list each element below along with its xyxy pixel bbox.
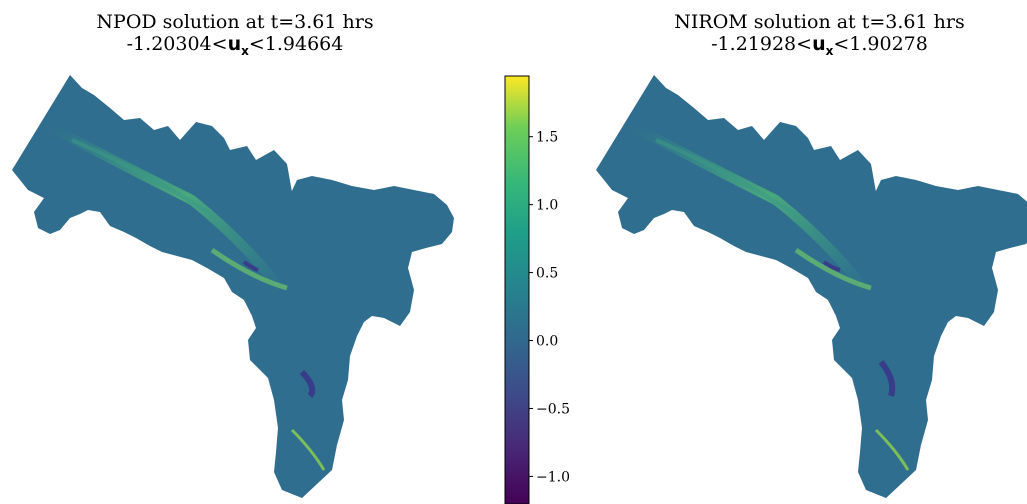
left-range-max: 1.94664 [264, 33, 344, 55]
right-channel-band [655, 138, 798, 217]
right-range-min: -1.21928 [711, 33, 797, 55]
left-channel-band [71, 138, 214, 217]
colorbar-tick-label: 0.5 [536, 266, 558, 282]
colorbar-tick-label: −0.5 [536, 401, 570, 417]
colorbar-ticks: 1.5 1.0 0.5 0.0 −0.5 −1.0 [529, 130, 570, 485]
left-title-line1: NPOD solution at t=3.61 hrs [96, 11, 374, 33]
left-range-min: -1.20304 [126, 33, 212, 55]
right-variable-sub: x [825, 43, 834, 58]
left-outlet-high [290, 428, 326, 471]
colorbar-tick-label: −1.0 [536, 469, 570, 485]
colorbar-gradient [504, 75, 530, 504]
left-plume [210, 247, 288, 291]
colorbar-tick-label: 1.5 [536, 130, 558, 146]
colorbar-tick-label: 1.0 [536, 198, 558, 214]
right-field-plot [596, 75, 1027, 498]
right-plume [794, 247, 872, 291]
right-title-line1: NIROM solution at t=3.61 hrs [674, 11, 965, 33]
right-title-line2: -1.21928<ux<1.90278 [711, 33, 928, 58]
colorbar: 1.5 1.0 0.5 0.0 −0.5 −1.0 [504, 75, 570, 504]
right-low-region [878, 360, 896, 397]
colorbar-tick-label: 0.0 [536, 334, 558, 350]
right-variable: u [812, 33, 826, 55]
left-low-spot [242, 260, 259, 272]
right-low-spot [822, 260, 841, 272]
right-outlet-high [874, 428, 910, 471]
left-panel-title: NPOD solution at t=3.61 hrs -1.20304<ux<… [30, 11, 440, 62]
left-low-region [299, 369, 316, 398]
left-title-line2: -1.20304<ux<1.94664 [126, 33, 344, 58]
right-range-max: 1.90278 [849, 33, 928, 55]
right-panel-title: NIROM solution at t=3.61 hrs -1.21928<ux… [612, 11, 1027, 62]
left-variable: u [227, 33, 242, 55]
left-variable-sub: x [241, 43, 249, 58]
left-field-plot [12, 75, 454, 498]
